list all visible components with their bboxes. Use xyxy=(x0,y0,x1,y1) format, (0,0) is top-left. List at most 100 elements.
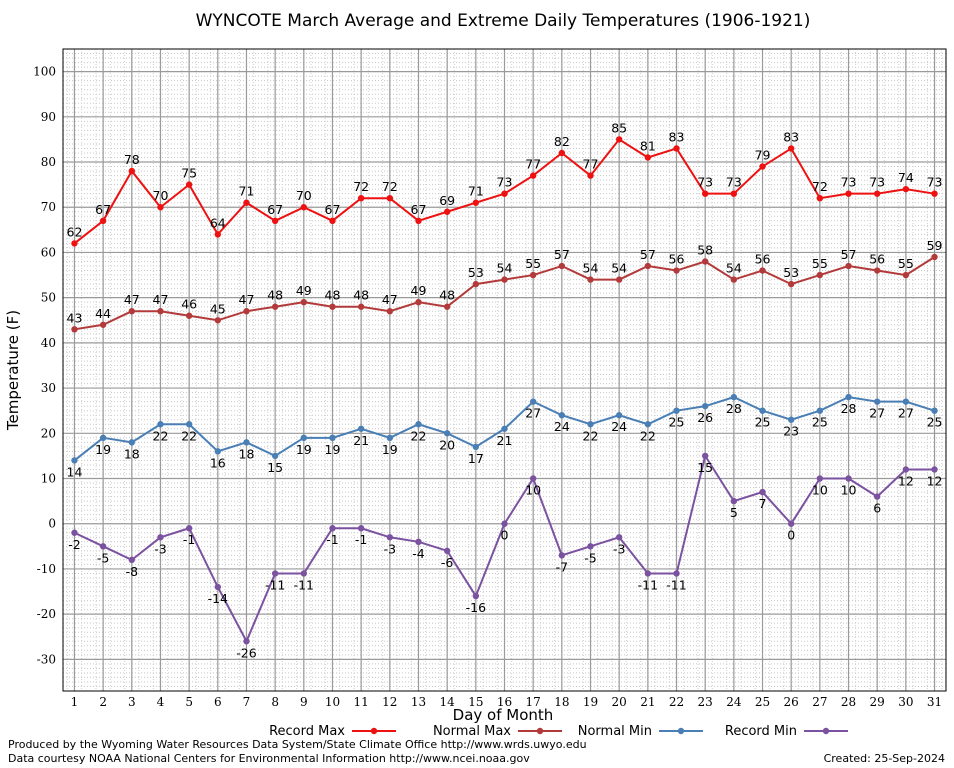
data-point xyxy=(759,163,766,170)
legend-swatch-marker xyxy=(677,727,685,735)
data-label: 70 xyxy=(296,188,312,203)
data-point xyxy=(558,552,566,559)
data-label: 48 xyxy=(325,288,341,303)
data-point xyxy=(673,145,680,152)
data-label: 10 xyxy=(525,483,541,498)
data-label: -5 xyxy=(97,550,109,565)
data-point xyxy=(214,583,222,591)
data-label: 57 xyxy=(841,247,857,262)
x-tick-label: 28 xyxy=(841,695,856,709)
data-label: -1 xyxy=(183,532,195,547)
data-point xyxy=(357,525,365,532)
x-tick-label: 29 xyxy=(870,695,885,709)
data-label: 83 xyxy=(669,129,685,144)
data-point xyxy=(529,271,537,279)
data-point xyxy=(157,308,164,315)
data-point xyxy=(931,407,938,414)
data-label: 67 xyxy=(95,202,111,217)
data-label: 28 xyxy=(726,401,742,416)
data-label: 70 xyxy=(153,188,169,203)
data-label: 22 xyxy=(411,428,427,443)
x-tick-label: 16 xyxy=(497,695,512,709)
data-label: 24 xyxy=(611,419,627,434)
data-label: 73 xyxy=(869,175,885,190)
data-label: 74 xyxy=(898,170,914,185)
data-point xyxy=(615,412,623,419)
data-label: 17 xyxy=(468,451,484,466)
y-tick-label: 30 xyxy=(41,381,56,395)
plot-frame xyxy=(62,48,947,692)
data-label: 12 xyxy=(898,473,914,488)
data-point xyxy=(759,267,766,274)
data-label: 22 xyxy=(640,428,656,443)
data-label: 82 xyxy=(554,134,570,149)
data-point xyxy=(300,298,308,306)
data-label: 25 xyxy=(927,415,943,430)
data-label: 16 xyxy=(210,455,226,470)
data-label: -1 xyxy=(326,532,338,547)
data-point xyxy=(501,190,508,197)
data-label: 56 xyxy=(669,252,685,267)
data-point xyxy=(271,303,279,310)
x-tick-label: 4 xyxy=(157,695,165,709)
data-point xyxy=(99,543,107,550)
data-label: -11 xyxy=(265,577,285,592)
data-label: 25 xyxy=(755,415,771,430)
data-label: 43 xyxy=(67,310,83,325)
x-tick-label: 20 xyxy=(612,695,627,709)
legend-swatch-marker xyxy=(370,727,378,735)
data-label: 27 xyxy=(869,406,885,421)
data-point xyxy=(300,434,308,442)
y-tick-label: -20 xyxy=(37,607,56,621)
data-point xyxy=(644,421,652,428)
x-tick-label: 24 xyxy=(726,695,742,709)
data-label: 55 xyxy=(898,256,914,271)
x-tick-label: 6 xyxy=(214,695,222,709)
data-point xyxy=(558,149,566,157)
data-label: 57 xyxy=(554,247,570,262)
data-point xyxy=(415,298,422,306)
legend-label: Record Min xyxy=(725,724,797,739)
x-tick-label: 22 xyxy=(669,695,684,709)
data-point xyxy=(243,439,250,446)
data-label: 56 xyxy=(869,252,885,267)
data-label: 79 xyxy=(755,148,771,163)
data-label: -3 xyxy=(384,541,396,556)
y-tick-label: 10 xyxy=(41,472,56,486)
data-point xyxy=(615,534,623,541)
data-label: 81 xyxy=(640,139,656,154)
data-label: 20 xyxy=(439,437,455,452)
data-point xyxy=(759,488,766,496)
data-label: 22 xyxy=(153,428,169,443)
y-tick-label: -10 xyxy=(37,562,56,576)
data-point xyxy=(701,258,709,265)
data-label: 27 xyxy=(898,406,914,421)
data-point xyxy=(329,303,336,310)
data-point xyxy=(329,217,336,225)
data-point xyxy=(787,280,795,288)
data-point xyxy=(300,570,308,577)
data-point xyxy=(816,194,824,202)
data-label: 25 xyxy=(812,415,828,430)
legend-swatch-marker xyxy=(536,727,544,735)
data-point xyxy=(71,240,78,247)
data-label: 19 xyxy=(95,442,111,457)
grid xyxy=(63,48,946,692)
x-tick-label: 30 xyxy=(898,695,913,709)
data-label: 73 xyxy=(841,175,857,190)
data-point xyxy=(415,217,422,225)
data-point xyxy=(529,475,537,482)
data-point xyxy=(730,276,738,283)
x-tick-label: 26 xyxy=(784,695,799,709)
data-label: 67 xyxy=(325,202,341,217)
data-point xyxy=(300,204,308,211)
data-point xyxy=(529,398,537,405)
series-normal-max: 43 44 47 47 46 45 47 48 49 48 48 47 49 48 53 54 55 57 54 54… xyxy=(67,238,943,333)
data-label: -8 xyxy=(126,564,139,579)
data-point xyxy=(587,172,594,179)
data-label: 48 xyxy=(353,288,369,303)
x-tick-label: 21 xyxy=(640,695,655,709)
data-point xyxy=(816,271,824,279)
data-point xyxy=(587,543,594,550)
